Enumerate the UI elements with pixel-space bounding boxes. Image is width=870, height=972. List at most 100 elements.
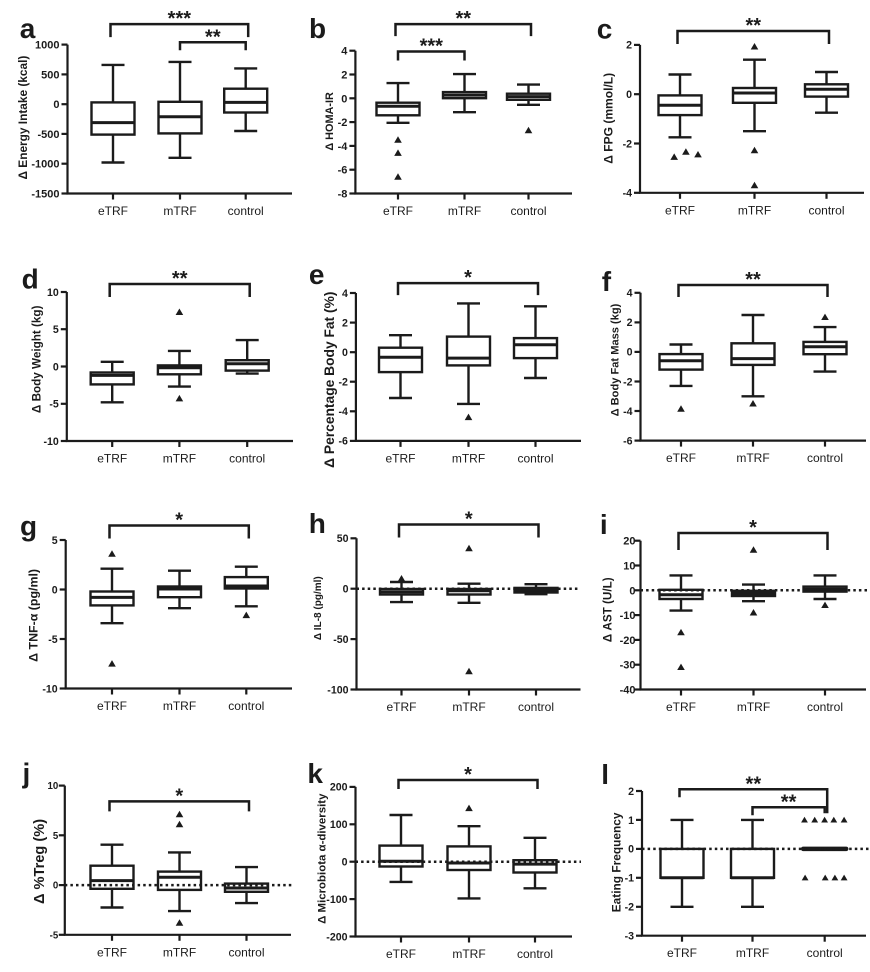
svg-text:mTRF: mTRF xyxy=(452,700,485,714)
svg-text:**: ** xyxy=(781,791,797,813)
svg-text:mTRF: mTRF xyxy=(737,700,770,714)
svg-text:mTRF: mTRF xyxy=(163,204,196,218)
svg-text:2: 2 xyxy=(627,317,633,329)
svg-text:e: e xyxy=(309,259,325,290)
svg-text:control: control xyxy=(807,700,843,714)
svg-text:Δ Microbiota α-diversity: Δ Microbiota α-diversity xyxy=(316,793,328,924)
svg-text:l: l xyxy=(601,759,609,790)
svg-text:control: control xyxy=(228,204,264,218)
svg-text:-10: -10 xyxy=(620,610,636,622)
svg-text:control: control xyxy=(807,946,843,960)
svg-text:*: * xyxy=(175,785,183,807)
svg-text:0: 0 xyxy=(53,361,59,373)
svg-text:-200: -200 xyxy=(326,931,347,943)
svg-text:g: g xyxy=(20,511,37,542)
svg-text:0: 0 xyxy=(341,93,347,105)
svg-text:0: 0 xyxy=(628,844,634,856)
svg-text:eTRF: eTRF xyxy=(97,452,127,466)
svg-text:-500: -500 xyxy=(37,129,59,141)
svg-text:**: ** xyxy=(745,15,761,37)
svg-text:0: 0 xyxy=(342,857,348,869)
svg-text:Δ IL-8 (pg/ml): Δ IL-8 (pg/ml) xyxy=(313,576,324,640)
svg-text:0: 0 xyxy=(626,89,632,101)
svg-text:-4: -4 xyxy=(338,406,348,418)
svg-text:Δ HOMA-IR: Δ HOMA-IR xyxy=(324,92,336,151)
svg-text:h: h xyxy=(309,508,326,539)
svg-text:0: 0 xyxy=(343,584,349,596)
svg-text:k: k xyxy=(307,758,323,789)
svg-text:5: 5 xyxy=(53,831,59,842)
svg-text:*: * xyxy=(464,267,472,289)
svg-text:-1: -1 xyxy=(625,873,635,885)
svg-text:control: control xyxy=(807,451,843,465)
svg-text:-4: -4 xyxy=(623,406,633,418)
svg-text:**: ** xyxy=(746,773,762,795)
svg-text:2: 2 xyxy=(342,317,348,329)
svg-text:*: * xyxy=(464,764,472,786)
svg-text:i: i xyxy=(600,509,608,540)
svg-text:-100: -100 xyxy=(326,894,347,906)
svg-text:-5: -5 xyxy=(50,930,59,941)
svg-text:-20: -20 xyxy=(620,635,636,647)
svg-text:1000: 1000 xyxy=(35,40,59,52)
svg-text:-2: -2 xyxy=(623,138,633,150)
svg-text:**: ** xyxy=(205,26,221,48)
svg-text:eTRF: eTRF xyxy=(665,203,695,217)
svg-text:200: 200 xyxy=(330,782,348,794)
svg-text:**: ** xyxy=(172,268,188,290)
svg-text:control: control xyxy=(517,451,553,465)
svg-text:-3: -3 xyxy=(625,931,635,943)
svg-text:control: control xyxy=(228,699,264,713)
svg-text:control: control xyxy=(518,700,554,714)
svg-text:50: 50 xyxy=(337,533,349,545)
svg-text:5: 5 xyxy=(52,535,58,547)
svg-text:a: a xyxy=(20,13,36,44)
svg-text:4: 4 xyxy=(341,46,348,58)
svg-text:control: control xyxy=(510,204,546,218)
svg-text:0: 0 xyxy=(342,347,348,359)
svg-text:**: ** xyxy=(745,269,761,291)
svg-text:2: 2 xyxy=(628,786,634,798)
svg-text:500: 500 xyxy=(41,69,59,81)
svg-text:mTRF: mTRF xyxy=(163,452,196,466)
svg-text:-2: -2 xyxy=(338,377,348,389)
svg-text:mTRF: mTRF xyxy=(452,451,485,465)
svg-text:mTRF: mTRF xyxy=(736,451,769,465)
svg-text:control: control xyxy=(228,945,264,959)
svg-text:*: * xyxy=(175,510,183,532)
svg-text:20: 20 xyxy=(623,536,635,548)
svg-text:control: control xyxy=(229,452,265,466)
svg-text:Δ Percentage Body Fat (%): Δ Percentage Body Fat (%) xyxy=(322,292,337,468)
svg-text:-100: -100 xyxy=(327,684,348,696)
svg-text:eTRF: eTRF xyxy=(383,204,413,218)
svg-text:eTRF: eTRF xyxy=(98,204,128,218)
svg-text:control: control xyxy=(808,203,844,217)
svg-text:mTRF: mTRF xyxy=(163,945,196,959)
svg-text:mTRF: mTRF xyxy=(448,204,481,218)
svg-text:2: 2 xyxy=(626,40,632,52)
svg-text:-5: -5 xyxy=(49,399,59,411)
svg-text:-30: -30 xyxy=(620,660,636,672)
svg-text:*: * xyxy=(749,517,757,539)
svg-text:-1500: -1500 xyxy=(31,189,59,201)
svg-text:***: *** xyxy=(420,36,444,58)
svg-text:Δ FPG (mmol/L): Δ FPG (mmol/L) xyxy=(602,73,616,164)
svg-text:eTRF: eTRF xyxy=(666,451,696,465)
svg-text:10: 10 xyxy=(47,287,59,299)
svg-text:-8: -8 xyxy=(338,189,348,201)
svg-text:control: control xyxy=(517,947,553,961)
svg-text:-40: -40 xyxy=(620,685,636,697)
svg-text:eTRF: eTRF xyxy=(386,947,416,961)
svg-text:eTRF: eTRF xyxy=(386,451,416,465)
svg-text:4: 4 xyxy=(627,288,633,300)
svg-text:mTRF: mTRF xyxy=(736,946,769,960)
svg-text:-6: -6 xyxy=(338,165,348,177)
svg-text:***: *** xyxy=(168,8,192,30)
svg-text:eTRF: eTRF xyxy=(667,946,697,960)
svg-text:-4: -4 xyxy=(623,188,633,200)
svg-text:Δ TNF-α (pg/ml): Δ TNF-α (pg/ml) xyxy=(27,569,41,662)
svg-text:-6: -6 xyxy=(338,436,348,448)
svg-text:-1000: -1000 xyxy=(31,159,59,171)
svg-text:0: 0 xyxy=(53,99,59,111)
svg-text:mTRF: mTRF xyxy=(452,947,485,961)
